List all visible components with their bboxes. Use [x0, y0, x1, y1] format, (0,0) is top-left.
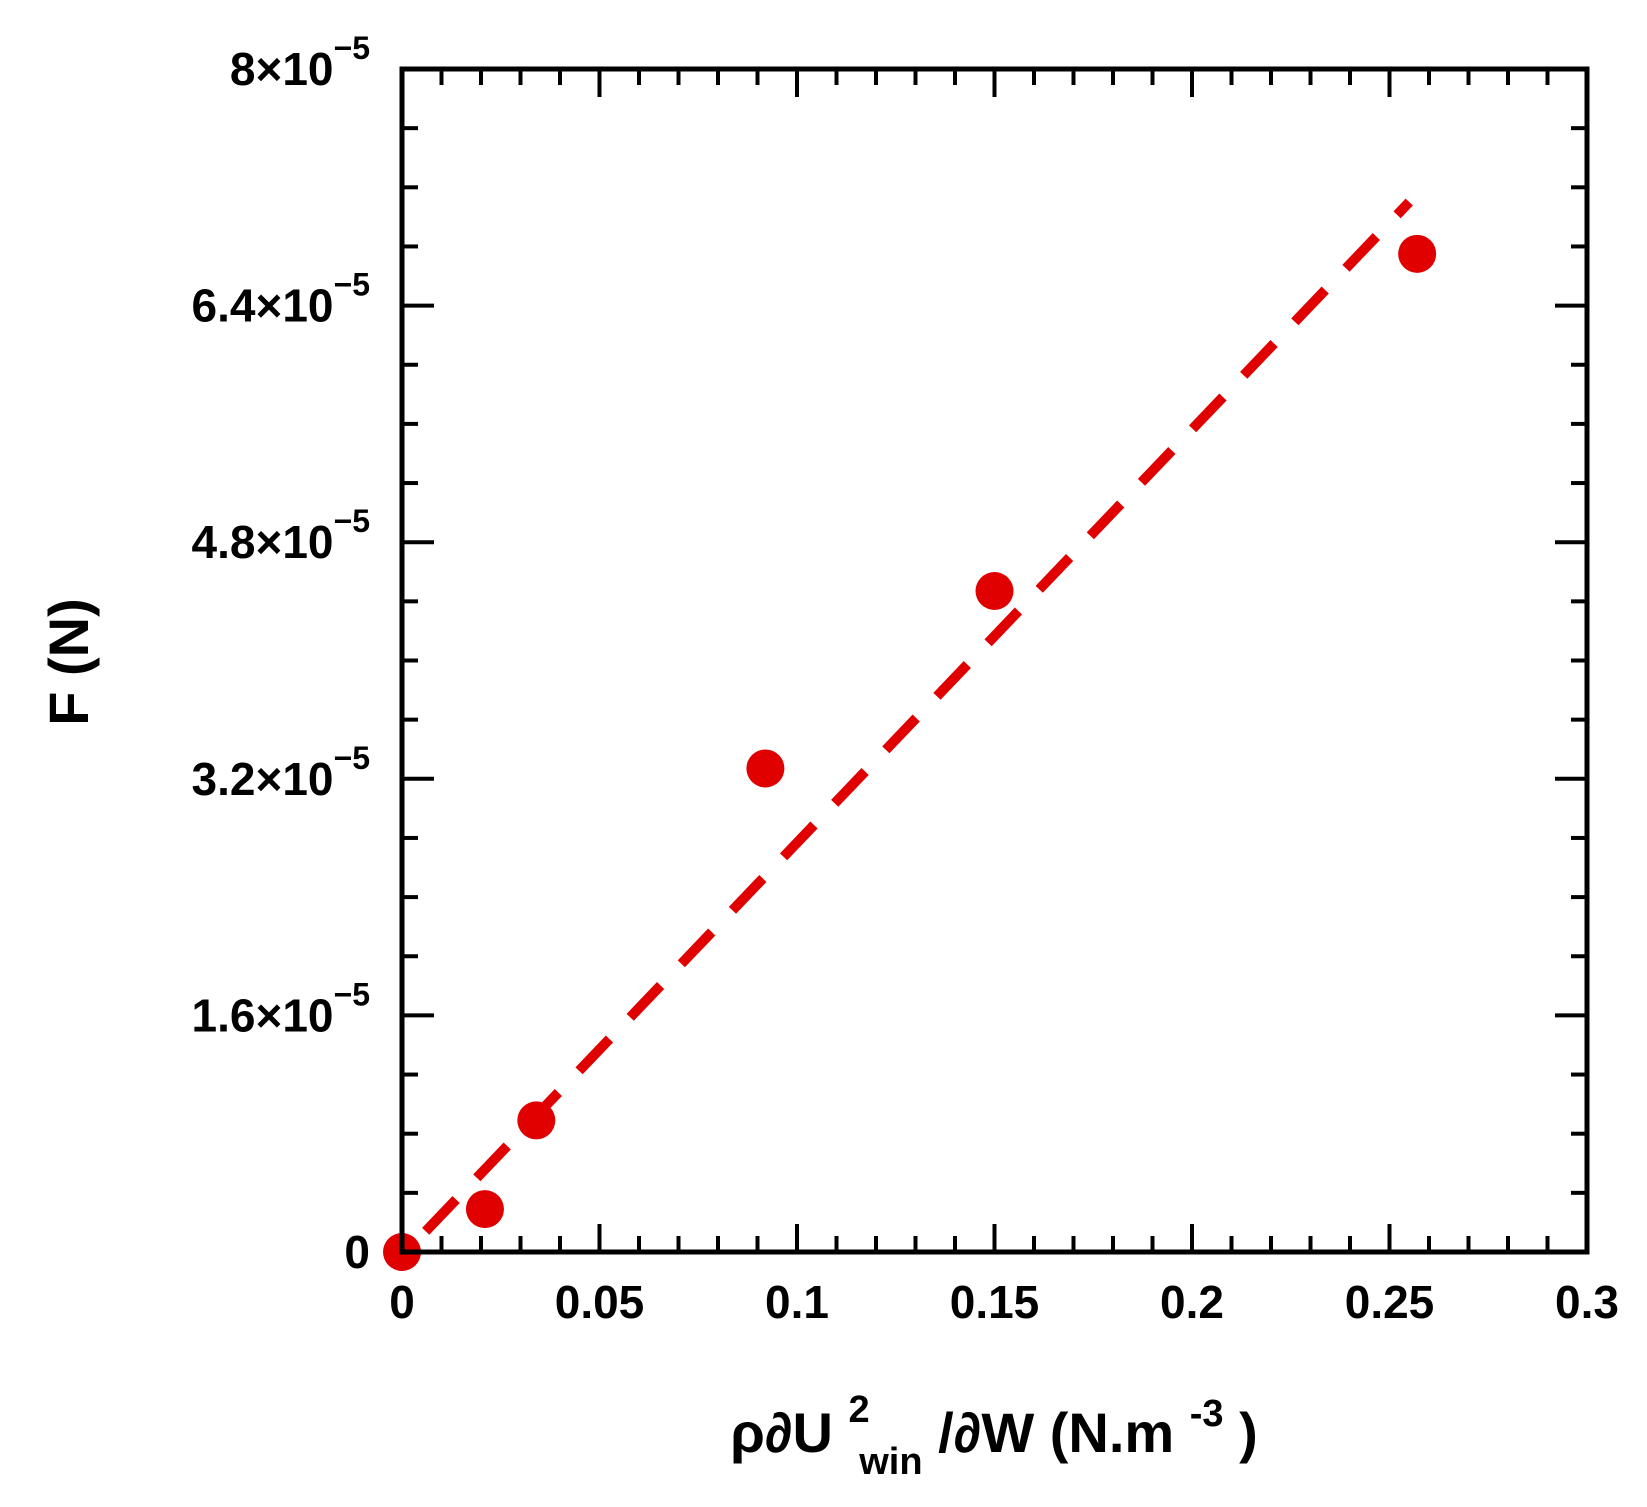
x-axis-title-sup: 2	[849, 1389, 870, 1431]
y-axis-title: F (N)	[37, 598, 100, 726]
fit-line-layer	[422, 198, 1413, 1235]
data-point	[975, 571, 1014, 610]
x-axis-title: ρ∂U 2 win /∂W (N.m -3 )	[730, 1371, 1258, 1486]
x-tick-label: 0.25	[1345, 1276, 1435, 1328]
y-tick-label: 1.6×10−5	[192, 976, 370, 1041]
data-point	[1398, 234, 1437, 273]
data-point	[746, 749, 785, 788]
y-tick-label: 8×10−5	[230, 30, 370, 95]
x-axis-title-suffix: )	[1239, 1401, 1258, 1464]
y-tick-label: 3.2×10−5	[192, 740, 370, 805]
x-axis-title-sub: win	[858, 1441, 922, 1483]
x-axis-title-prefix: ρ∂U	[730, 1401, 833, 1464]
x-axis-title-mid: /∂W (N.m	[938, 1401, 1174, 1464]
x-tick-label: 0	[389, 1276, 415, 1328]
y-tick-label: 6.4×10−5	[192, 267, 370, 332]
x-tick-label: 0.3	[1555, 1276, 1619, 1328]
y-tick-label: 4.8×10−5	[192, 503, 370, 568]
x-tick-labels: 0 0.05 0.1 0.15 0.2 0.25 0.3	[389, 1276, 1619, 1328]
y-tick-labels: 0 1.6×10−5 3.2×10−5 4.8×10−5 6.4×10−5 8×10−5	[192, 30, 370, 1278]
x-tick-label: 0.15	[950, 1276, 1040, 1328]
y-tick-label: 0	[344, 1226, 370, 1278]
data-points	[383, 234, 1437, 1271]
x-axis-title-unit-sup: -3	[1190, 1393, 1224, 1435]
x-tick-label: 0.2	[1160, 1276, 1224, 1328]
data-point	[465, 1190, 504, 1229]
data-point	[517, 1101, 556, 1140]
x-tick-label: 0.05	[555, 1276, 645, 1328]
x-tick-label: 0.1	[765, 1276, 829, 1328]
plot-frame	[399, 66, 1590, 1255]
fit-line	[422, 198, 1413, 1235]
